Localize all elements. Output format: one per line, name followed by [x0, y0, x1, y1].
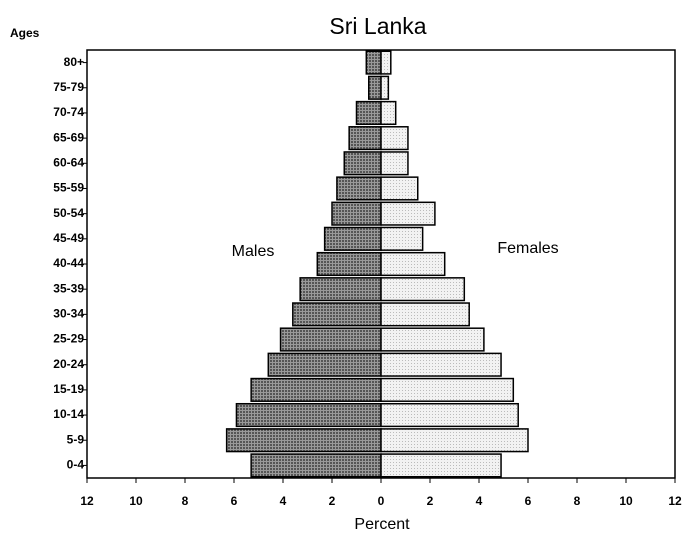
bar	[380, 126, 409, 151]
bar	[348, 126, 382, 151]
legend-label: Females	[497, 240, 558, 257]
y-tick-label: 15-19	[53, 382, 84, 396]
x-tick-label: 2	[329, 494, 336, 508]
x-tick-label: 10	[129, 494, 143, 508]
bar	[336, 176, 382, 201]
bar	[380, 226, 424, 251]
y-tick-label: 55-59	[53, 181, 84, 195]
y-tick-label: 35-39	[53, 281, 84, 295]
y-tick-label: 70-74	[53, 105, 84, 119]
bar	[250, 377, 382, 402]
bar	[380, 327, 485, 352]
y-tick-label: 25-29	[53, 332, 84, 346]
bar	[343, 151, 382, 176]
x-tick-label: 12	[668, 494, 682, 508]
y-tick-label: 60-64	[53, 155, 84, 169]
bar	[380, 151, 409, 176]
y-tick-label: 50-54	[53, 206, 84, 220]
bar	[380, 251, 446, 277]
x-tick-label: 2	[427, 494, 434, 508]
x-tick-label: 8	[182, 494, 189, 508]
chart-title: Sri Lanka	[329, 13, 426, 39]
x-tick-label: 4	[280, 494, 287, 508]
bar	[365, 50, 382, 75]
y-tick-label: 45-49	[53, 231, 84, 245]
bar	[380, 453, 502, 478]
x-tick-label: 10	[619, 494, 633, 508]
bar	[380, 50, 392, 75]
bar	[380, 402, 519, 428]
bar	[380, 100, 397, 126]
x-tick-label: 12	[80, 494, 94, 508]
y-tick-label: 10-14	[53, 407, 84, 421]
bar	[380, 277, 466, 302]
bar	[267, 352, 382, 377]
x-tick-label: 4	[476, 494, 483, 508]
bar	[299, 277, 382, 302]
y-tick-label: 80+	[64, 55, 84, 69]
y-tick-label: 0-4	[67, 458, 85, 472]
bar	[292, 302, 382, 327]
bar	[380, 377, 515, 402]
y-tick-label: 30-34	[53, 307, 84, 321]
bar	[279, 327, 382, 352]
bar	[380, 75, 390, 100]
x-tick-label: 8	[574, 494, 581, 508]
bar	[250, 453, 382, 478]
y-axis-label: Ages	[10, 26, 40, 40]
legend-label: Males	[232, 243, 275, 260]
bar	[331, 201, 382, 226]
bar	[368, 75, 382, 100]
y-tick-label: 20-24	[53, 357, 84, 371]
bar	[380, 176, 419, 201]
x-tick-label: 6	[231, 494, 238, 508]
bar	[380, 302, 470, 327]
y-tick-label: 65-69	[53, 130, 84, 144]
bar	[380, 201, 436, 226]
bar	[355, 100, 382, 126]
bar	[316, 251, 382, 277]
x-tick-label: 0	[378, 494, 385, 508]
bar	[380, 428, 529, 453]
x-axis-label: Percent	[354, 516, 410, 533]
x-tick-label: 6	[525, 494, 532, 508]
y-tick-label: 40-44	[53, 256, 84, 270]
y-tick-label: 5-9	[67, 432, 85, 446]
bar	[235, 402, 382, 428]
bar	[225, 428, 382, 453]
bar	[380, 352, 502, 377]
y-tick-label: 75-79	[53, 80, 84, 94]
bar	[323, 226, 382, 251]
